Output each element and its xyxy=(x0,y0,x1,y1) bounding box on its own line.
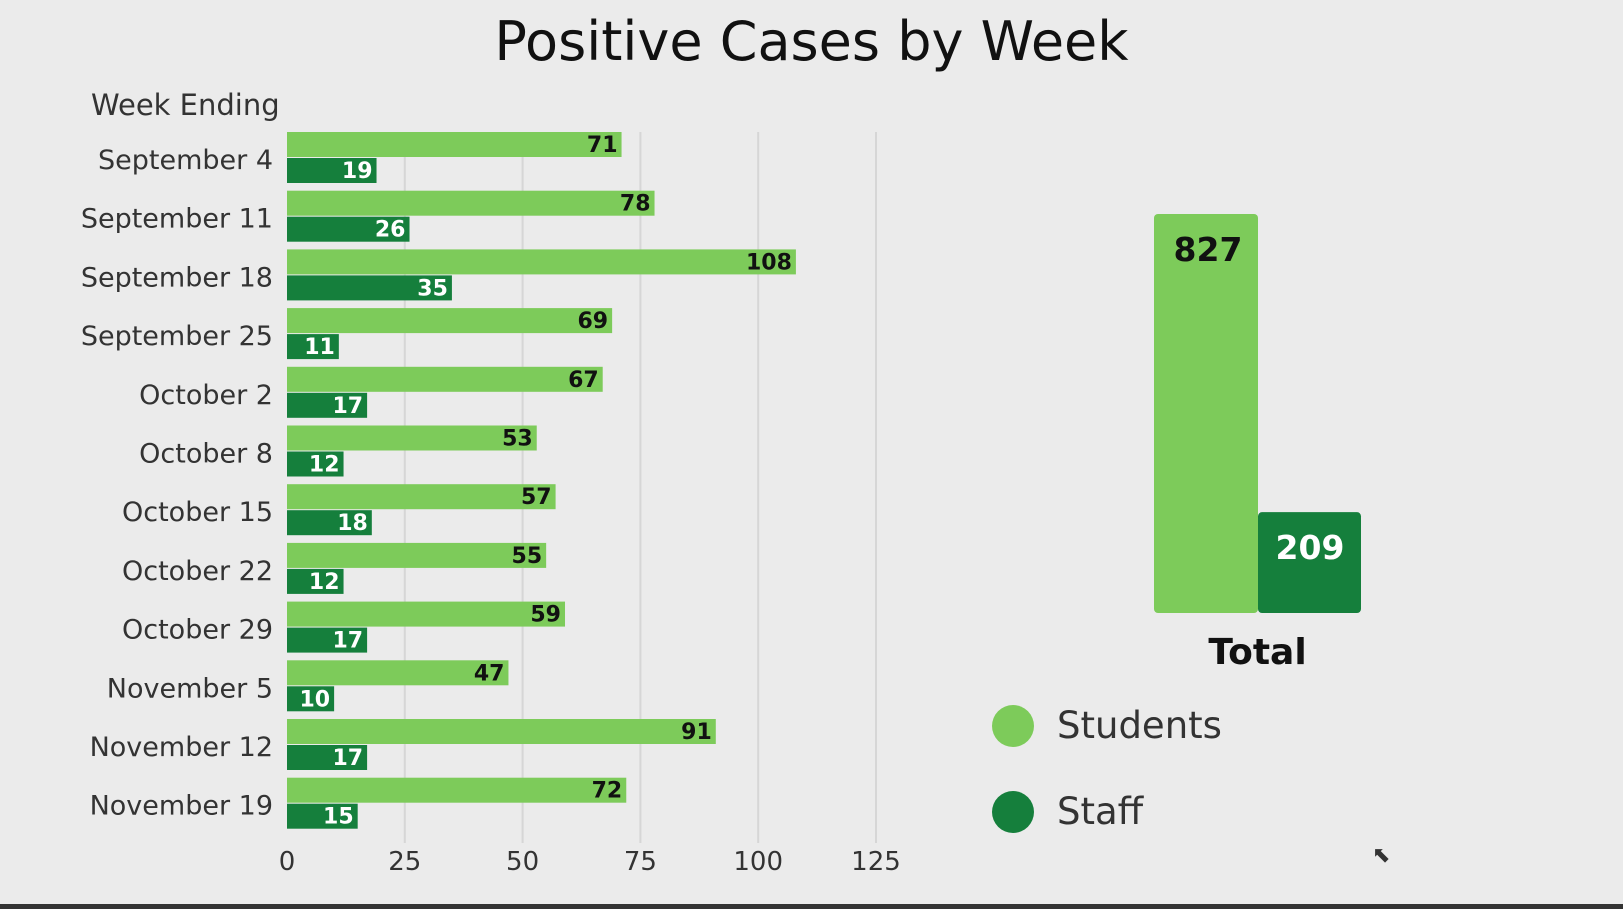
students-bar xyxy=(287,132,622,157)
bottom-border xyxy=(0,904,1623,909)
data-label: 17 xyxy=(332,394,363,419)
data-label: 17 xyxy=(332,746,363,771)
staff-bar xyxy=(287,803,358,829)
total-data-label: 827 xyxy=(1174,230,1243,269)
data-label: 71 xyxy=(587,133,618,158)
data-label: 67 xyxy=(568,368,599,393)
legend-staff: Staff xyxy=(992,790,1143,833)
students-bar xyxy=(287,249,796,275)
chart-title: Positive Cases by Week xyxy=(494,10,1129,73)
legend-label: Students xyxy=(1057,704,1222,747)
x-tick-label: 25 xyxy=(388,847,421,877)
data-label: 19 xyxy=(342,159,373,184)
staff-bar xyxy=(287,510,372,536)
students-total-bar xyxy=(1154,214,1258,613)
staff-bar xyxy=(287,216,410,242)
total-label: Total xyxy=(1208,632,1307,673)
data-label: 57 xyxy=(521,485,552,510)
students-bar xyxy=(287,660,509,686)
data-label: 91 xyxy=(681,720,712,745)
staff-bar xyxy=(287,392,368,418)
staff-total-bar xyxy=(1258,512,1361,613)
x-tick-label: 75 xyxy=(624,847,657,877)
students-bar xyxy=(287,425,537,451)
category-label: October 2 xyxy=(139,380,273,411)
data-label: 69 xyxy=(578,309,609,334)
staff-bar xyxy=(287,451,344,477)
category-label: November 5 xyxy=(107,673,273,704)
data-label: 17 xyxy=(332,629,363,654)
mouse-cursor-icon: ⬉ xyxy=(1372,843,1391,868)
category-label: October 8 xyxy=(139,439,273,470)
students-bar xyxy=(287,601,566,627)
staff-bar xyxy=(287,686,335,712)
data-label: 59 xyxy=(530,603,561,628)
legend-students: Students xyxy=(992,704,1222,747)
staff-bar xyxy=(287,158,377,183)
staff-legend-dot xyxy=(992,790,1034,833)
x-tick-label: 0 xyxy=(279,847,296,877)
x-tick-label: 50 xyxy=(506,847,539,877)
category-label: September 4 xyxy=(98,145,273,176)
category-label: November 12 xyxy=(90,732,273,763)
data-label: 11 xyxy=(304,335,335,360)
data-label: 12 xyxy=(309,570,340,595)
students-bar xyxy=(287,366,603,392)
students-bar xyxy=(287,719,716,744)
category-label: September 25 xyxy=(81,321,273,352)
staff-bar xyxy=(287,275,452,301)
category-label: September 18 xyxy=(81,262,273,293)
x-tick-label: 100 xyxy=(733,847,783,877)
x-tick-label: 125 xyxy=(851,847,901,877)
data-label: 47 xyxy=(474,661,505,686)
data-label: 35 xyxy=(417,276,448,301)
data-label: 12 xyxy=(309,453,340,478)
students-bar xyxy=(287,190,655,216)
data-label: 78 xyxy=(620,192,651,217)
data-label: 53 xyxy=(502,427,533,452)
category-label: October 22 xyxy=(122,556,273,587)
students-bar xyxy=(287,777,627,803)
data-label: 108 xyxy=(746,250,792,275)
total-data-label: 209 xyxy=(1276,528,1345,567)
students-bar xyxy=(287,484,556,510)
data-label: 10 xyxy=(299,687,330,712)
staff-bar xyxy=(287,568,344,594)
staff-bar xyxy=(287,745,368,770)
category-label: October 29 xyxy=(122,615,273,646)
category-label: October 15 xyxy=(122,497,273,528)
students-legend-dot xyxy=(992,704,1034,747)
staff-bar xyxy=(287,334,339,360)
students-bar xyxy=(287,308,613,334)
staff-bar xyxy=(287,627,368,653)
data-label: 72 xyxy=(592,779,623,804)
data-label: 55 xyxy=(512,544,543,569)
legend-label: Staff xyxy=(1057,790,1144,833)
y-axis-title: Week Ending xyxy=(91,88,280,122)
category-label: November 19 xyxy=(90,791,273,822)
category-label: September 11 xyxy=(81,204,273,235)
data-label: 15 xyxy=(323,805,354,830)
data-label: 26 xyxy=(375,218,406,243)
students-bar xyxy=(287,542,547,568)
data-label: 18 xyxy=(337,511,368,536)
